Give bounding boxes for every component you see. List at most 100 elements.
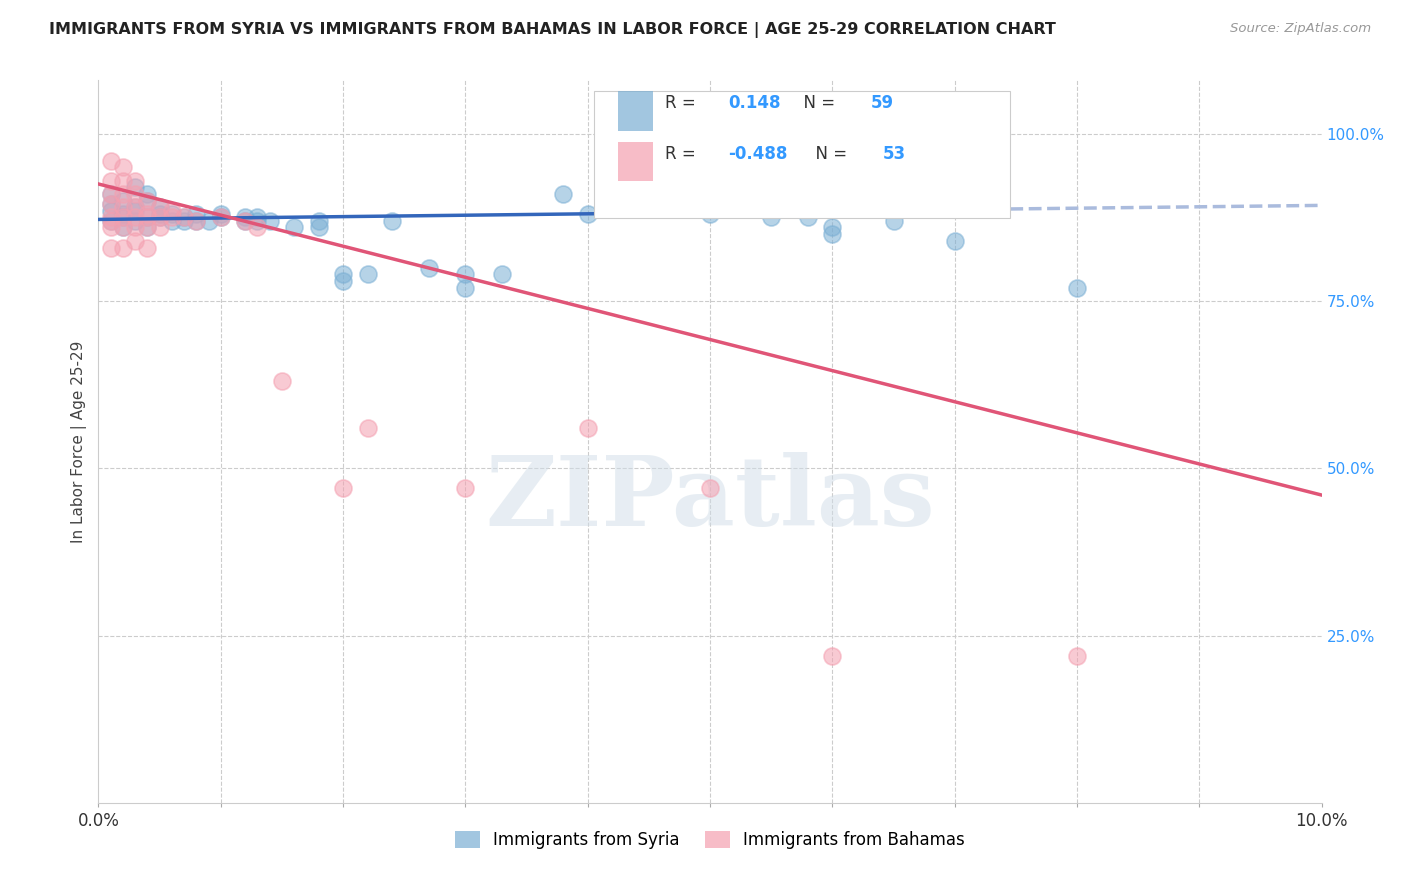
Point [246,211,269,225]
Point [246,214,269,228]
Text: -0.488: -0.488 [728,145,787,162]
Point [149,211,172,225]
Point [209,207,232,221]
Point [759,211,782,225]
Point [124,173,146,188]
Text: R =: R = [665,94,700,112]
Point [332,274,354,288]
Point [356,421,378,435]
Point [186,214,208,228]
Point [111,220,134,235]
Point [821,220,844,235]
Text: ZIPatlas: ZIPatlas [485,452,935,546]
Point [308,214,330,228]
Point [821,648,844,663]
Point [100,153,122,168]
Point [111,211,134,225]
Point [136,220,159,235]
Point [821,227,844,242]
Point [553,187,575,202]
Point [100,187,122,202]
Text: 53: 53 [883,145,905,162]
Point [111,194,134,208]
Point [124,203,146,218]
Point [186,214,208,228]
Point [136,211,159,225]
Point [160,203,183,218]
Point [100,241,122,255]
Point [100,220,122,235]
Point [308,220,330,235]
Point [124,201,146,215]
FancyBboxPatch shape [593,91,1010,218]
Point [111,201,134,215]
Point [149,220,172,235]
Point [246,220,269,235]
Point [160,214,183,228]
Text: N =: N = [793,94,841,112]
Text: IMMIGRANTS FROM SYRIA VS IMMIGRANTS FROM BAHAMAS IN LABOR FORCE | AGE 25-29 CORR: IMMIGRANTS FROM SYRIA VS IMMIGRANTS FROM… [49,22,1056,38]
Point [797,211,820,225]
Point [149,211,172,225]
Text: R =: R = [665,145,700,162]
Point [111,241,134,255]
Point [124,214,146,228]
Point [699,207,721,221]
Text: 59: 59 [870,94,893,112]
Point [259,214,281,228]
Point [111,173,134,188]
Point [136,187,159,202]
Point [100,187,122,202]
Point [100,214,122,228]
Point [209,211,232,225]
Point [136,194,159,208]
Point [149,201,172,215]
Point [111,161,134,175]
Point [136,211,159,225]
Point [454,482,477,496]
Point [209,211,232,225]
Point [186,207,208,221]
Point [576,421,599,435]
Point [699,482,721,496]
Point [233,214,256,228]
Legend: Immigrants from Syria, Immigrants from Bahamas: Immigrants from Syria, Immigrants from B… [449,824,972,856]
Point [173,211,195,225]
Point [111,187,134,202]
Point [283,220,305,235]
Point [111,207,134,221]
Point [1066,281,1088,295]
Point [332,268,354,282]
Point [233,214,256,228]
Point [111,211,134,225]
Point [454,268,477,282]
Point [173,214,195,228]
Point [136,194,159,208]
Point [699,194,721,208]
Point [124,187,146,202]
Point [149,207,172,221]
Point [100,197,122,211]
Point [100,214,122,228]
FancyBboxPatch shape [619,142,652,181]
Point [136,207,159,221]
Text: N =: N = [806,145,853,162]
Point [100,173,122,188]
Point [124,180,146,194]
Point [173,211,195,225]
Point [418,260,440,275]
Point [100,203,122,218]
Y-axis label: In Labor Force | Age 25-29: In Labor Force | Age 25-29 [72,341,87,542]
Point [149,201,172,215]
Point [160,211,183,225]
Point [197,214,219,228]
Text: 0.148: 0.148 [728,94,780,112]
Point [100,197,122,211]
Point [454,281,477,295]
Point [491,268,513,282]
Point [381,214,404,228]
Point [576,207,599,221]
Point [124,234,146,248]
Point [124,220,146,235]
Point [136,241,159,255]
